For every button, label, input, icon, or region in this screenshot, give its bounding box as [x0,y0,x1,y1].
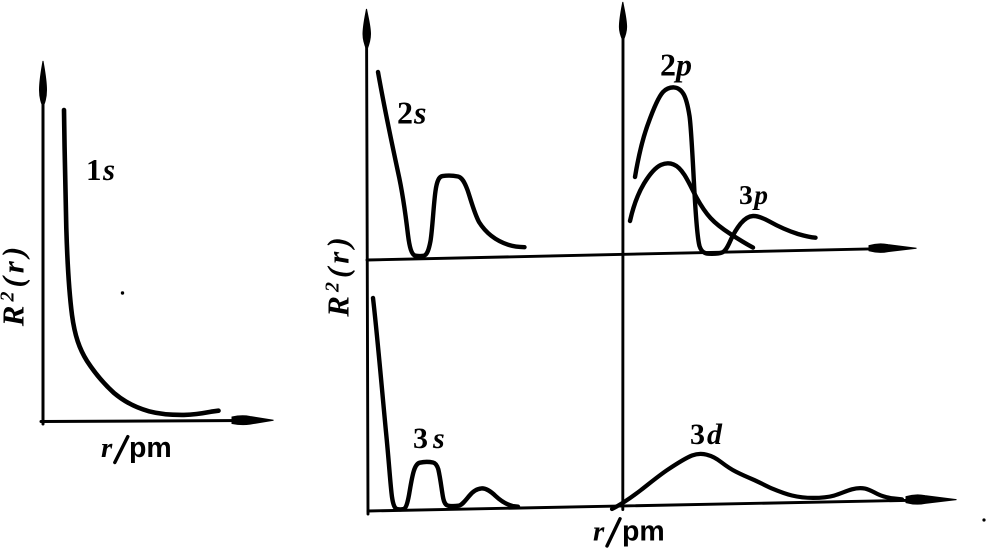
svg-text:3s: 3s [413,422,450,455]
svg-text:R2(r): R2(r) [0,243,31,327]
svg-text:r: r [593,516,605,548]
svg-text:r: r [101,432,113,464]
svg-text:pm: pm [129,432,172,464]
svg-text:pm: pm [622,516,665,548]
svg-text:3d: 3d [690,418,724,451]
svg-text:2p: 2p [660,47,692,83]
svg-text:3p: 3p [739,179,770,210]
svg-text:1s: 1s [86,152,117,187]
svg-text:2s: 2s [397,95,427,131]
svg-text:R2(r): R2(r) [321,233,356,317]
